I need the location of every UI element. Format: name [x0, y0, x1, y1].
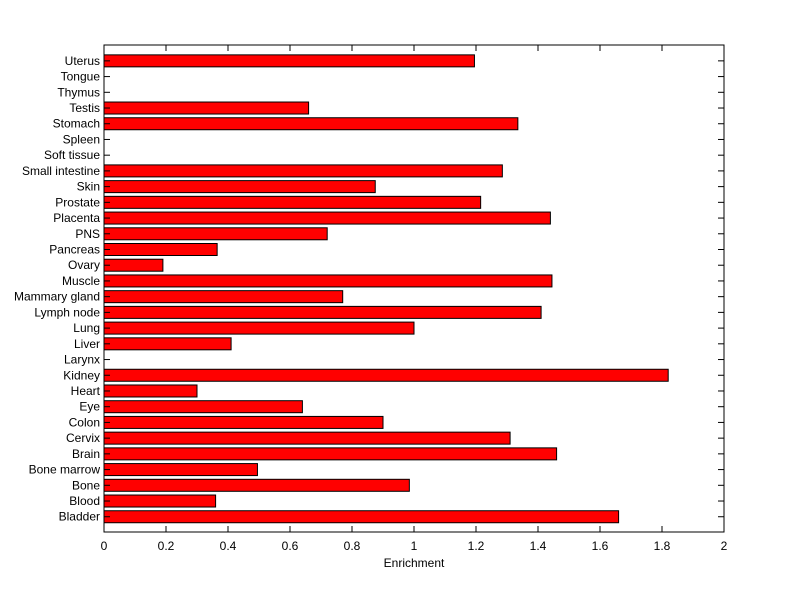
y-tick-label: Uterus: [65, 54, 100, 68]
x-tick-label: 0.4: [220, 539, 237, 553]
bar: [103, 415, 384, 429]
y-tick-label: Larynx: [64, 353, 100, 367]
bar: [103, 384, 198, 398]
bar: [103, 431, 511, 445]
x-tick-label: 1.2: [468, 539, 485, 553]
bar: [103, 447, 558, 461]
y-tick-label: Bladder: [59, 510, 100, 524]
x-tick-label: 1: [411, 539, 418, 553]
y-tick-label: PNS: [75, 227, 100, 241]
bar: [103, 227, 328, 241]
x-tick-label: 0: [101, 539, 108, 553]
bar: [103, 337, 232, 351]
y-tick-label: Bone marrow: [29, 463, 101, 477]
bar: [103, 510, 620, 524]
x-tick-label: 1.6: [592, 539, 609, 553]
y-tick-label: Thymus: [57, 85, 100, 99]
y-tick-label: Blood: [69, 494, 100, 508]
y-tick-label: Bone: [72, 478, 100, 492]
bar: [103, 321, 415, 335]
ticks-group: [103, 45, 725, 532]
bar: [103, 305, 542, 319]
bar: [103, 117, 519, 131]
bar: [103, 195, 482, 209]
y-tick-label: Mammary gland: [14, 290, 100, 304]
y-tick-label: Testis: [69, 101, 100, 115]
bar: [103, 180, 376, 194]
y-tick-label: Placenta: [53, 211, 100, 225]
y-tick-label: Lung: [73, 321, 100, 335]
plot-frame: [103, 44, 725, 533]
bar: [103, 258, 164, 272]
bar: [103, 211, 551, 225]
y-tick-label: Small intestine: [22, 164, 100, 178]
y-tick-label: Pancreas: [49, 243, 100, 257]
bar: [103, 164, 503, 178]
bar: [103, 54, 475, 68]
x-tick-label: 2: [721, 539, 728, 553]
y-tick-label: Prostate: [55, 195, 100, 209]
x-tick-labels: 0 0.2 0.4 0.6 0.8 1 1.2 1.4 1.6 1.8 2: [101, 539, 728, 553]
bar: [103, 478, 410, 492]
y-tick-label: Liver: [74, 337, 100, 351]
x-tick-label: 1.4: [530, 539, 547, 553]
bar: [103, 274, 553, 288]
y-tick-label: Heart: [71, 384, 101, 398]
y-tick-label: Tongue: [61, 70, 101, 84]
x-axis-title: Enrichment: [384, 556, 445, 570]
y-tick-label: Colon: [69, 415, 100, 429]
y-tick-label: Spleen: [63, 132, 100, 146]
x-tick-label: 0.8: [344, 539, 361, 553]
y-tick-label: Kidney: [63, 368, 100, 382]
bar: [103, 101, 310, 115]
y-tick-label: Ovary: [68, 258, 100, 272]
y-tick-label: Skin: [77, 180, 100, 194]
y-tick-label: Cervix: [66, 431, 100, 445]
x-tick-label: 0.2: [158, 539, 175, 553]
x-tick-label: 0.6: [282, 539, 299, 553]
y-tick-label: Brain: [72, 447, 100, 461]
y-tick-label: Muscle: [62, 274, 100, 288]
bar: [103, 494, 217, 508]
bar: [103, 463, 258, 477]
y-tick-label: Stomach: [53, 117, 100, 131]
bar: [103, 368, 669, 382]
bar: [103, 400, 303, 414]
bar: [103, 243, 218, 256]
bar: [103, 290, 344, 304]
x-tick-label: 1.8: [654, 539, 671, 553]
y-tick-label: Soft tissue: [44, 148, 100, 162]
y-tick-label: Eye: [79, 400, 100, 414]
y-tick-label: Lymph node: [34, 305, 100, 319]
